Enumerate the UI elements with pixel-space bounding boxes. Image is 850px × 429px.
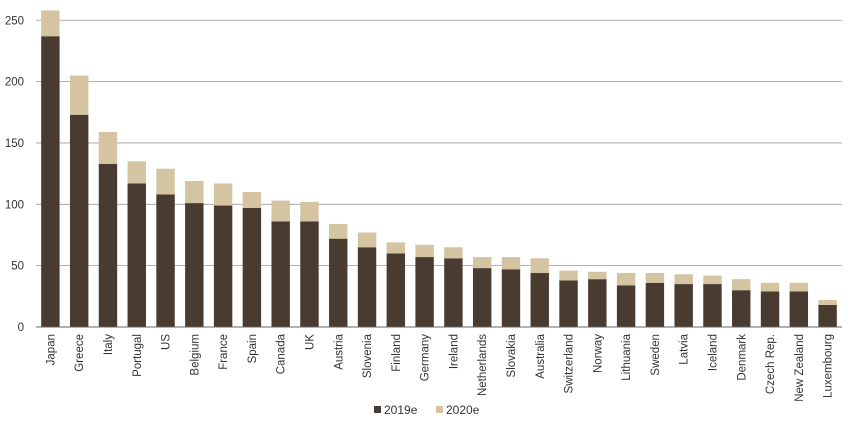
x-tick-label-denmark: Denmark (736, 334, 748, 381)
y-tick-label: 0 (18, 322, 24, 334)
bar-sweden-2020e (645, 273, 665, 283)
bar-slovenia-2020e (357, 232, 377, 248)
bar-slovakia-2020e (501, 257, 521, 270)
bar-japan-2019e (41, 36, 60, 327)
bar-spain-2020e (242, 192, 262, 208)
legend-label-2020e: 2020e (446, 403, 480, 417)
x-tick-label-iceland: Iceland (707, 334, 719, 371)
bar-spain-2019e (242, 207, 262, 327)
x-tick-label-canada: Canada (276, 333, 288, 374)
bar-belgium-2019e (185, 203, 204, 327)
x-tick-label-latvia: Latvia (679, 333, 691, 364)
bar-finland-2020e (386, 242, 406, 254)
bar-luxembourg-2019e (818, 304, 837, 327)
bar-latvia-2019e (674, 284, 693, 327)
x-tick-label-netherlands: Netherlands (477, 334, 489, 396)
bar-us-2019e (156, 194, 175, 327)
bar-portugal-2020e (127, 161, 146, 184)
x-tick-label-germany: Germany (420, 334, 432, 382)
x-tick-label-austria: Austria (333, 333, 345, 369)
bar-italy-2020e (98, 131, 118, 164)
bar-czech-rep-2020e (760, 282, 780, 292)
bar-us-2020e (156, 168, 175, 195)
bar-slovakia-2019e (501, 269, 521, 327)
x-tick-label-new-zealand: New Zealand (794, 334, 806, 402)
x-tick-label-france: France (218, 334, 230, 370)
x-tick-label-portugal: Portugal (132, 334, 144, 377)
y-tick-label: 50 (11, 261, 24, 273)
x-tick-label-switzerland: Switzerland (564, 334, 576, 393)
bar-iceland-2020e (703, 275, 722, 285)
bar-germany-2019e (415, 257, 434, 327)
bar-japan-2020e (41, 10, 60, 37)
bar-lithuania-2019e (616, 285, 636, 327)
bar-luxembourg-2020e (818, 300, 837, 305)
x-tick-label-spain: Spain (247, 334, 259, 363)
legend: 2019e 2020e (374, 403, 480, 417)
bars (41, 10, 837, 327)
bar-norway-2020e (588, 271, 607, 280)
bar-austria-2019e (329, 238, 348, 327)
bar-uk-2020e (300, 201, 319, 222)
x-tick-label-czech-rep: Czech Rep. (765, 334, 777, 394)
x-tick-label-australia: Australia (535, 333, 547, 378)
bar-iceland-2019e (703, 284, 722, 327)
x-tick-label-finland: Finland (391, 334, 403, 372)
x-tick-label-ireland: Ireland (448, 334, 460, 369)
bar-australia-2020e (530, 258, 549, 274)
bar-belgium-2020e (185, 180, 204, 204)
bar-greece-2020e (69, 75, 89, 115)
x-tick-label-uk: UK (304, 334, 316, 350)
bar-germany-2020e (415, 244, 434, 258)
bar-norway-2019e (588, 279, 607, 327)
x-axis-tick-labels: Japan Greece Italy Portugal US Belgium France S… (45, 333, 834, 401)
bar-greece-2019e (69, 114, 89, 327)
x-tick-label-greece: Greece (74, 334, 86, 372)
bar-denmark-2019e (732, 290, 751, 327)
bar-italy-2019e (98, 163, 118, 327)
x-tick-label-norway: Norway (592, 334, 604, 373)
x-tick-label-italy: Italy (103, 334, 115, 355)
bar-new-zealand-2020e (789, 282, 809, 292)
legend-swatch-2020e (436, 406, 443, 413)
bar-lithuania-2020e (616, 273, 636, 286)
bar-france-2019e (213, 205, 233, 327)
bar-new-zealand-2019e (789, 291, 809, 327)
bar-denmark-2020e (732, 279, 751, 291)
bar-netherlands-2019e (472, 268, 492, 327)
y-tick-label: 200 (5, 77, 24, 89)
bar-australia-2019e (530, 273, 549, 327)
y-tick-label: 100 (5, 199, 24, 211)
bar-canada-2019e (271, 221, 290, 327)
x-tick-label-japan: Japan (45, 334, 57, 365)
bar-switzerland-2019e (559, 280, 578, 327)
x-tick-label-slovakia: Slovakia (506, 333, 518, 377)
bar-ireland-2020e (444, 247, 463, 259)
bar-austria-2020e (329, 223, 348, 239)
bar-france-2020e (213, 183, 233, 206)
x-tick-label-lithuania: Lithuania (621, 333, 633, 380)
bar-sweden-2019e (645, 282, 665, 327)
bar-portugal-2019e (127, 183, 146, 327)
legend-swatch-2019e (374, 406, 381, 413)
bar-latvia-2020e (674, 274, 693, 285)
x-tick-label-belgium: Belgium (189, 334, 201, 376)
bar-canada-2020e (271, 200, 290, 222)
bar-switzerland-2020e (559, 270, 578, 281)
bar-ireland-2019e (444, 258, 463, 327)
y-tick-label: 150 (5, 138, 24, 150)
y-axis-tick-labels: 0 50 100 150 200 250 (5, 15, 24, 334)
bar-finland-2019e (386, 253, 406, 327)
x-tick-label-sweden: Sweden (650, 334, 662, 376)
bar-netherlands-2020e (472, 257, 492, 269)
x-tick-label-luxembourg: Luxembourg (823, 334, 835, 398)
bar-uk-2019e (300, 221, 319, 327)
legend-label-2019e: 2019e (384, 403, 418, 417)
bar-czech-rep-2019e (760, 291, 780, 327)
x-tick-label-us: US (161, 334, 173, 350)
y-tick-label: 250 (5, 15, 24, 27)
bar-slovenia-2019e (357, 247, 377, 327)
x-tick-label-slovenia: Slovenia (362, 333, 374, 378)
